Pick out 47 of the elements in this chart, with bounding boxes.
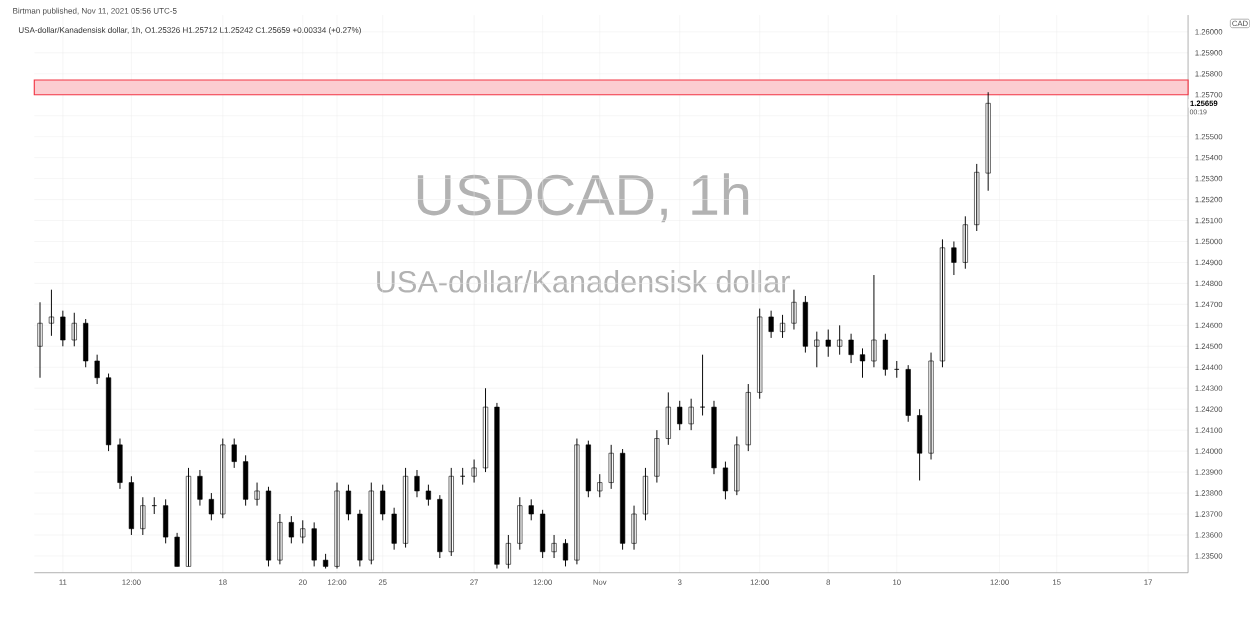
- candlestick: [802, 295, 808, 354]
- candlestick: [140, 497, 146, 536]
- candlestick: [231, 438, 237, 469]
- candlestick: [448, 467, 454, 557]
- candlestick: [437, 495, 443, 559]
- candlestick: [700, 354, 706, 417]
- candlestick: [837, 325, 843, 356]
- candlestick: [882, 333, 888, 377]
- candlestick: [962, 216, 968, 270]
- candlestick: [243, 455, 249, 507]
- candlestick: [757, 308, 763, 400]
- candlestick: [917, 409, 923, 482]
- candlestick: [517, 497, 523, 551]
- candlestick: [745, 384, 751, 453]
- candlestick: [859, 348, 866, 379]
- candlestick: [734, 436, 740, 497]
- candlestick: [288, 516, 294, 545]
- candlestick: [722, 461, 728, 501]
- candlestick: [380, 484, 386, 522]
- candlestick: [71, 312, 77, 348]
- candlestick: [208, 493, 214, 522]
- candlestick: [300, 520, 306, 545]
- candlestick: [608, 444, 614, 490]
- candlestick: [585, 440, 591, 499]
- candlestick: [323, 553, 329, 570]
- annotation: USA-dollar/Kanadensisk dollar: [377, 270, 790, 294]
- candlestick: [368, 482, 374, 566]
- candlestick: [905, 365, 911, 423]
- annotation: USDCAD, 1h: [417, 173, 749, 223]
- candlestick: [505, 534, 511, 570]
- candlestick: [677, 400, 683, 432]
- candlestick: [814, 331, 820, 369]
- candlestick: [311, 522, 317, 568]
- candlestick: [985, 92, 991, 192]
- candlestick: [665, 392, 671, 446]
- candlestick: [974, 163, 980, 232]
- candlestick: [597, 474, 603, 499]
- candlestick: [128, 476, 134, 536]
- candlestick: [528, 499, 534, 522]
- candlestick: [220, 438, 226, 520]
- candlestick: [825, 329, 831, 358]
- candlestick: [540, 509, 546, 559]
- candlestick: [163, 499, 169, 545]
- candlestick: [620, 449, 626, 551]
- candlestick: [48, 289, 55, 337]
- candlestick: [425, 484, 431, 507]
- candlestick: [83, 319, 89, 369]
